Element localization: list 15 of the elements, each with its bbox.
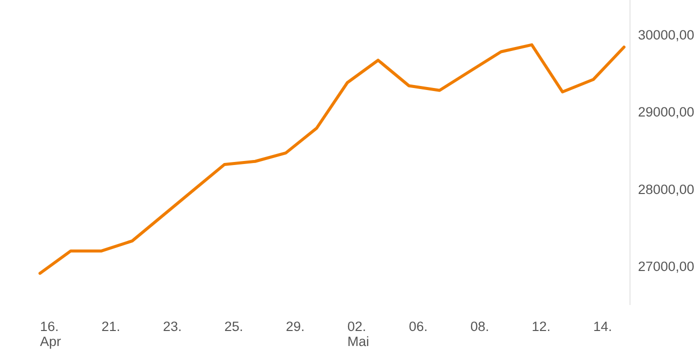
y-tick-label: 28000,00 xyxy=(638,182,694,197)
line-series xyxy=(38,43,626,275)
x-tick-label: 23. xyxy=(162,319,182,334)
y-tick-label: 27000,00 xyxy=(638,259,694,274)
y-tick-label: 30000,00 xyxy=(638,27,694,42)
x-tick-label: 08. xyxy=(470,319,490,334)
x-tick-label: 12. xyxy=(532,319,551,334)
x-tick-label: 25. xyxy=(224,319,244,334)
x-tick-label: 02. Mai xyxy=(347,319,370,349)
x-tick-label: 14. xyxy=(593,319,612,334)
y-tick-label: 29000,00 xyxy=(638,104,694,120)
x-tick-label: 29. xyxy=(286,319,305,334)
x-tick-label: 21. xyxy=(101,319,120,334)
x-tick-label: 16. Apr xyxy=(40,319,62,349)
x-tick-label: 06. xyxy=(408,319,428,334)
